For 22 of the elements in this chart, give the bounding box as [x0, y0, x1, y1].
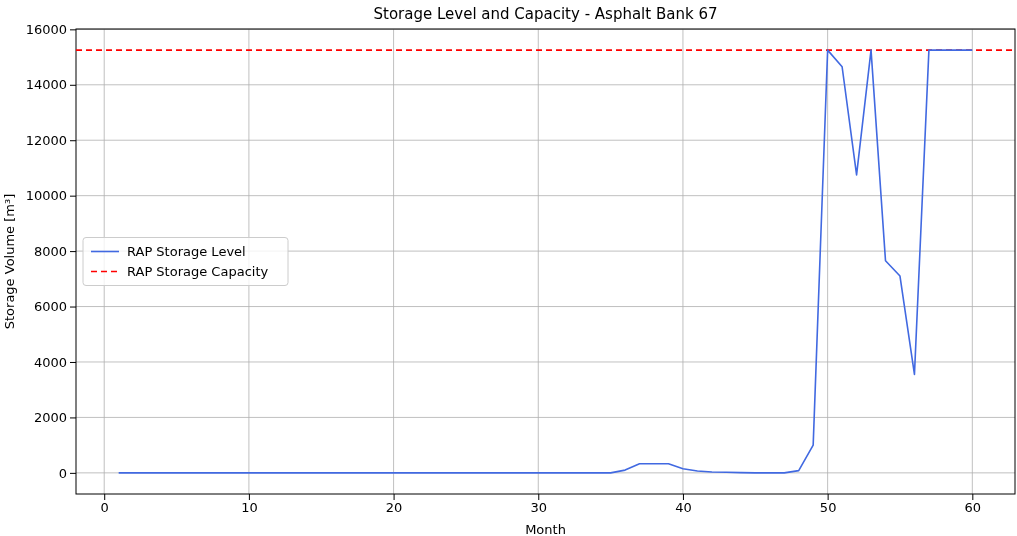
- y-tick-label: 4000: [33, 354, 67, 370]
- x-tick-label: 40: [675, 500, 692, 516]
- legend-label: RAP Storage Level: [127, 244, 246, 259]
- x-tick-label: 10: [241, 500, 258, 516]
- y-tick-label: 2000: [33, 410, 67, 426]
- x-tick-label: 30: [530, 500, 548, 516]
- x-tick-label: 0: [100, 500, 109, 516]
- y-tick-label: 0: [58, 465, 67, 481]
- chart-title: Storage Level and Capacity - Asphalt Bank 67: [373, 5, 718, 23]
- y-tick-label: 8000: [33, 243, 67, 259]
- y-tick-label: 12000: [25, 132, 67, 148]
- x-tick-label: 20: [385, 500, 403, 516]
- y-tick-label: 16000: [25, 22, 67, 38]
- legend-label: RAP Storage Capacity: [127, 264, 269, 279]
- y-tick-label: 10000: [25, 188, 67, 204]
- y-axis-title: Storage Volume [m³]: [2, 193, 17, 330]
- y-tick-label: 6000: [33, 299, 67, 315]
- x-axis-title: Month: [525, 522, 566, 536]
- y-tick-label: 14000: [25, 77, 67, 93]
- x-tick-label: 60: [964, 500, 982, 516]
- line-series: [117, 49, 974, 474]
- x-tick-label: 50: [819, 500, 837, 516]
